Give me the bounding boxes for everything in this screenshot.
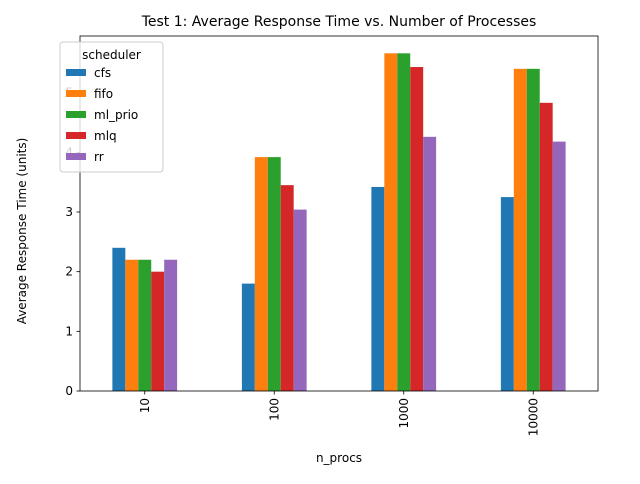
legend-label-rr: rr	[94, 150, 104, 164]
legend-label-fifo: fifo	[94, 87, 113, 101]
bar-ml_prio-10	[138, 259, 152, 391]
y-tick-label: 3	[65, 205, 73, 219]
legend-label-cfs: cfs	[94, 66, 111, 80]
bar-cfs-10000	[500, 197, 514, 391]
legend-label-ml_prio: ml_prio	[94, 108, 138, 122]
bar-rr-1000	[423, 136, 437, 391]
bar-mlq-10	[151, 271, 165, 391]
legend-swatch-mlq	[66, 132, 86, 139]
bar-cfs-100	[241, 283, 255, 391]
bar-rr-100	[293, 209, 307, 391]
bar-cfs-10	[112, 247, 126, 391]
bar-ml_prio-10000	[526, 68, 540, 391]
x-axis-label: n_procs	[316, 451, 362, 465]
plot-frame	[79, 35, 599, 392]
legend-swatch-cfs	[66, 69, 86, 76]
x-tick-label: 10000	[526, 398, 540, 436]
bars-layer	[112, 53, 566, 392]
bar-fifo-100	[254, 157, 268, 391]
y-axis-label: Average Response Time (units)	[15, 138, 29, 325]
y-tick-label: 2	[65, 265, 73, 279]
legend-swatch-fifo	[66, 90, 86, 97]
bar-cfs-1000	[371, 186, 385, 391]
axes-layer: 01234510100100010000	[65, 35, 599, 436]
bar-mlq-10000	[539, 102, 553, 391]
bar-mlq-1000	[410, 67, 424, 391]
bar-ml_prio-100	[267, 157, 281, 391]
bar-fifo-1000	[384, 53, 398, 392]
bar-ml_prio-1000	[397, 53, 411, 392]
bar-fifo-10000	[513, 68, 527, 391]
x-tick-label: 10	[138, 398, 152, 413]
chart-title: Test 1: Average Response Time vs. Number…	[141, 14, 537, 30]
bar-rr-10000	[552, 141, 566, 391]
legend-swatch-ml_prio	[66, 111, 86, 118]
x-tick-label: 1000	[397, 398, 411, 429]
legend-label-mlq: mlq	[94, 129, 117, 143]
bar-mlq-100	[280, 185, 294, 391]
legend-swatch-rr	[66, 153, 86, 160]
x-tick-label: 100	[267, 398, 281, 421]
bar-fifo-10	[125, 259, 139, 391]
y-tick-label: 0	[65, 384, 73, 398]
bar-rr-10	[164, 259, 178, 391]
y-tick-label: 1	[65, 324, 73, 338]
legend-title: scheduler	[82, 48, 141, 62]
